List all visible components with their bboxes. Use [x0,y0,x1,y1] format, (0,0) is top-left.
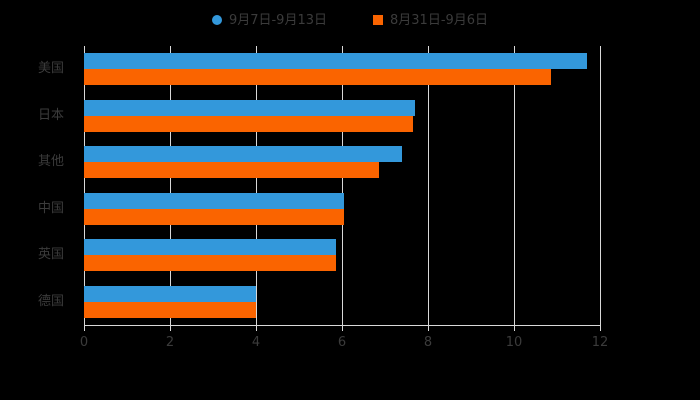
y-tick-label-0: 美国 [37,61,64,77]
gridline-x-3 [342,46,343,325]
bar-0-series-1[interactable] [84,69,551,86]
plot-area [84,46,601,325]
legend-label-series-1: 8月31日-9月6日 [390,12,489,28]
bar-0-series-0[interactable] [84,53,588,70]
bar-4-series-1[interactable] [84,255,336,272]
x-tick-label-3: 6 [337,335,347,350]
bar-1-series-1[interactable] [84,115,413,132]
gridline-x-6 [600,46,601,325]
x-tick-mark-0 [84,325,85,331]
y-tick-label-4: 英国 [37,247,64,263]
x-tick-label-0: 0 [79,335,89,350]
gridline-x-4 [428,46,429,325]
legend-marker-square-icon [373,15,383,25]
gridline-x-5 [514,46,515,325]
legend-item-series-0[interactable]: 9月7日-9月13日 [211,12,327,28]
gridline-x-0 [84,46,85,325]
chart-legend: 9月7日-9月13日 8月31日-9月6日 [0,8,700,32]
bar-3-series-1[interactable] [84,208,345,225]
bar-2-series-0[interactable] [84,146,403,163]
x-tick-label-2: 4 [251,335,261,350]
gridline-x-1 [170,46,171,325]
bar-2-series-1[interactable] [84,162,379,179]
y-tick-label-3: 中国 [37,200,64,216]
legend-marker-circle-icon [211,15,222,25]
legend-label-series-0: 9月7日-9月13日 [228,12,327,28]
x-tick-mark-5 [514,325,515,331]
legend-item-series-1[interactable]: 8月31日-9月6日 [373,14,488,27]
x-tick-mark-1 [170,325,171,331]
x-tick-mark-2 [256,325,257,331]
x-tick-mark-4 [428,325,429,331]
gridline-x-2 [256,46,257,325]
y-tick-label-2: 其他 [37,154,64,170]
bar-5-series-0[interactable] [84,285,256,302]
bar-5-series-1[interactable] [84,301,256,318]
bar-1-series-0[interactable] [84,99,416,116]
x-tick-mark-3 [342,325,343,331]
y-tick-label-1: 日本 [37,107,64,123]
x-tick-label-1: 2 [165,335,175,350]
bar-4-series-0[interactable] [84,239,336,256]
x-tick-label-4: 8 [423,335,433,350]
x-tick-label-5: 10 [505,335,523,350]
y-axis-labels: 美国日本其他中国英国德国 [0,0,74,400]
x-tick-mark-6 [600,325,601,331]
y-tick-label-5: 德国 [37,293,64,309]
bar-3-series-0[interactable] [84,192,345,209]
x-tick-label-6: 12 [591,335,609,350]
